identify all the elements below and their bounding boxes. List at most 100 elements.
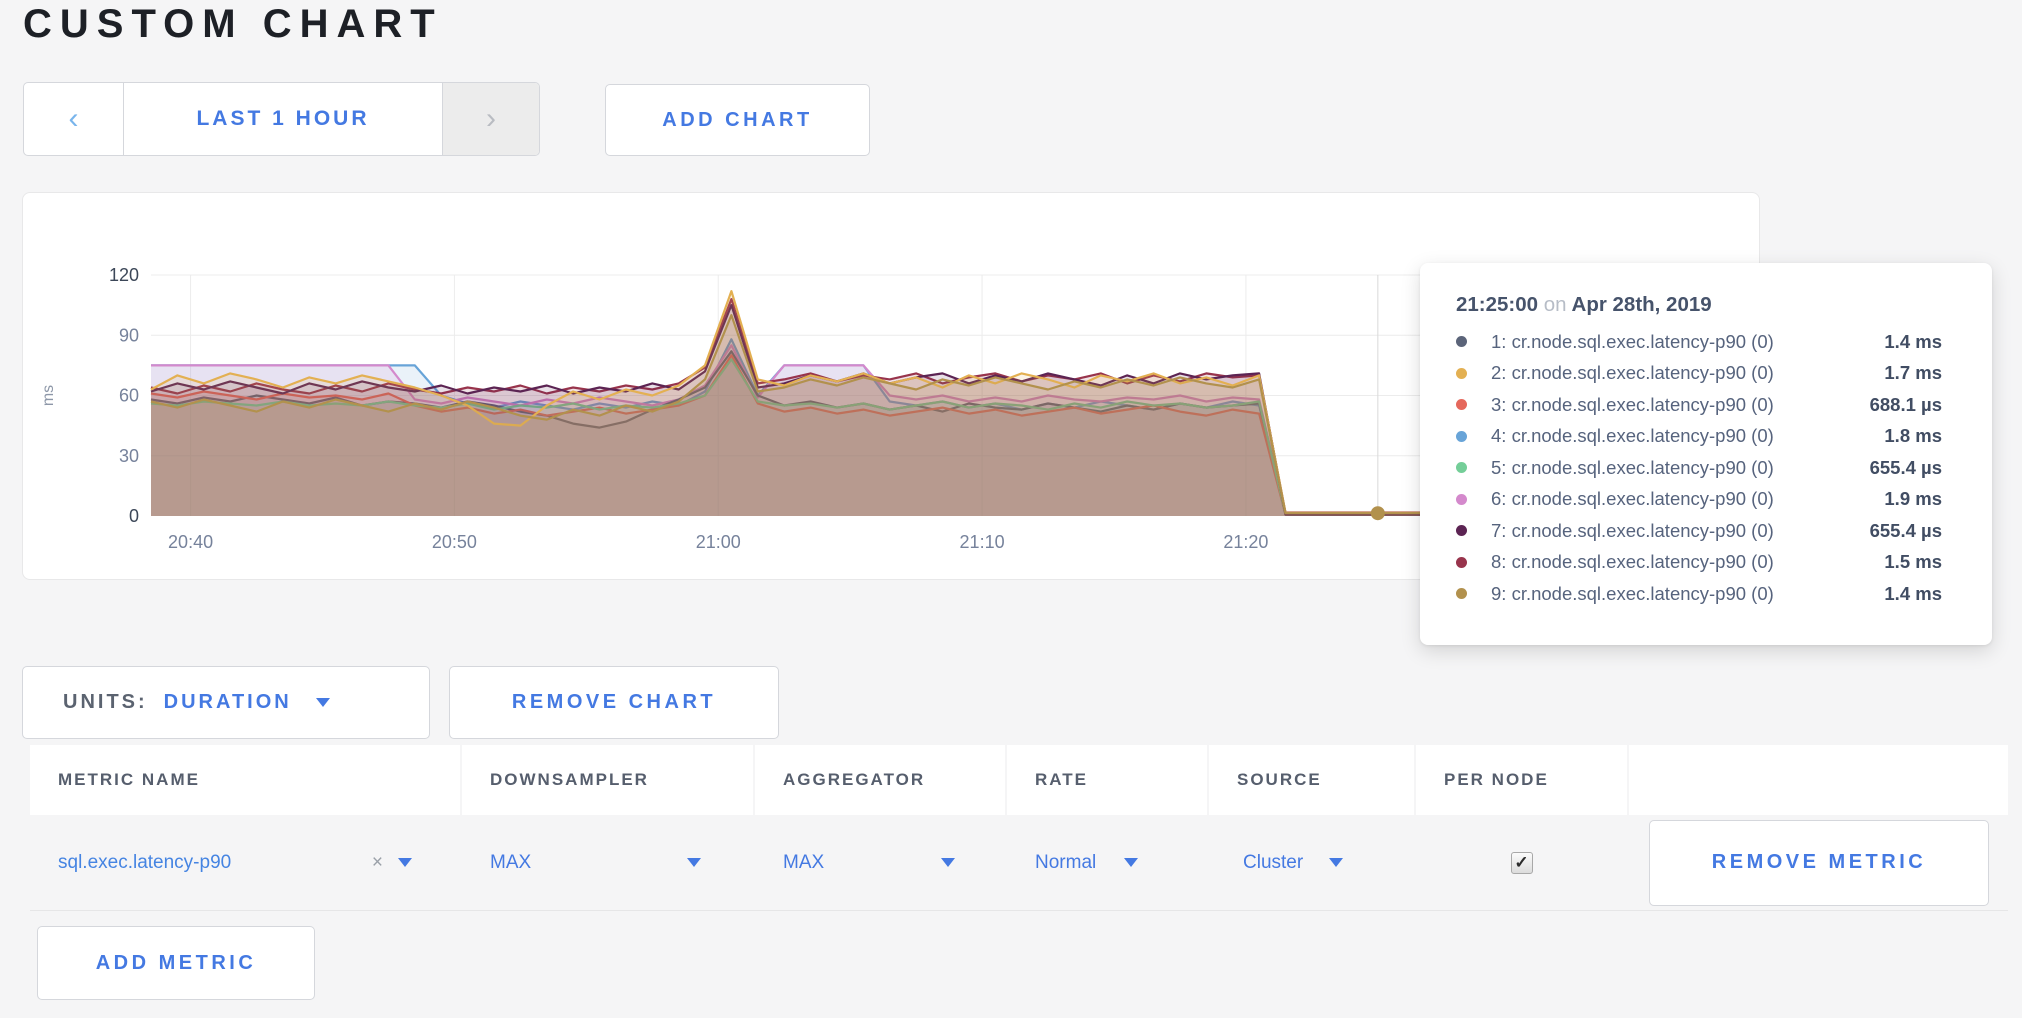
- chevron-down-icon[interactable]: [687, 858, 701, 867]
- x-axis-tick-label: 21:20: [1223, 532, 1268, 552]
- aggregator-select[interactable]: MAX: [783, 851, 825, 873]
- series-area: [151, 339, 1734, 516]
- metrics-table: METRIC NAME DOWNSAMPLER AGGREGATOR RATE SOUR…: [30, 745, 2008, 911]
- check-icon: ✓: [1514, 852, 1529, 872]
- series-color-dot: [1456, 336, 1467, 348]
- tooltip-row: 7: cr.node.sql.exec.latency-p90 (0) 655.4…: [1456, 515, 1942, 547]
- tooltip-row: 1: cr.node.sql.exec.latency-p90 (0) 1.4 m…: [1456, 326, 1942, 358]
- remove-chart-button[interactable]: REMOVE CHART: [449, 666, 779, 739]
- add-metric-button[interactable]: ADD METRIC: [37, 926, 315, 1000]
- time-range-next-button[interactable]: ›: [443, 83, 539, 155]
- units-dropdown[interactable]: UNITS: DURATION: [22, 666, 430, 739]
- y-axis-tick-label: 60: [119, 386, 139, 406]
- tooltip-series-label: 5: cr.node.sql.exec.latency-p90 (0): [1491, 456, 1774, 478]
- series-color-dot: [1456, 399, 1467, 411]
- x-axis-tick-label: 21:10: [960, 532, 1005, 552]
- chevron-down-icon[interactable]: [941, 858, 955, 867]
- tooltip-series-label: 3: cr.node.sql.exec.latency-p90 (0): [1491, 393, 1774, 415]
- tooltip-time: 21:25:00: [1456, 293, 1539, 316]
- chart-tooltip: 21:25:00 on Apr 28th, 2019 1: cr.node.sq…: [1420, 263, 1992, 645]
- add-chart-button[interactable]: ADD CHART: [605, 84, 870, 156]
- tooltip-series-value: 1.8 ms: [1884, 425, 1942, 447]
- series-area: [151, 305, 1734, 516]
- column-header: PER NODE: [1416, 745, 1627, 815]
- tooltip-series-value: 655.4 µs: [1869, 456, 1942, 478]
- series-area: [151, 299, 1734, 516]
- column-header: AGGREGATOR: [755, 745, 1005, 815]
- tooltip-row: 6: cr.node.sql.exec.latency-p90 (0) 1.9 m…: [1456, 484, 1942, 516]
- column-header: RATE: [1007, 745, 1207, 815]
- units-label: UNITS:: [63, 691, 148, 713]
- source-select[interactable]: Cluster: [1243, 851, 1304, 873]
- series-color-dot: [1456, 430, 1467, 442]
- series-color-dot: [1456, 588, 1467, 600]
- tooltip-series-value: 688.1 µs: [1869, 393, 1942, 415]
- time-range-selector: ‹ LAST 1 HOUR ›: [23, 82, 540, 156]
- tooltip-series-value: 1.5 ms: [1884, 551, 1942, 573]
- tooltip-series-label: 9: cr.node.sql.exec.latency-p90 (0): [1491, 582, 1774, 604]
- downsampler-select[interactable]: MAX: [490, 851, 532, 873]
- series-area: [151, 345, 1734, 516]
- tooltip-on-word: on: [1543, 293, 1567, 316]
- tooltip-header: 21:25:00 on Apr 28th, 2019: [1456, 293, 1942, 317]
- tooltip-row: 5: cr.node.sql.exec.latency-p90 (0) 655.4…: [1456, 452, 1942, 484]
- column-header: METRIC NAME: [30, 745, 460, 815]
- series-color-dot: [1456, 556, 1467, 568]
- hover-point-marker: [1370, 506, 1385, 521]
- column-header: SOURCE: [1209, 745, 1414, 815]
- series-area: [151, 315, 1734, 516]
- x-axis-tick-label: 20:40: [168, 532, 213, 552]
- series-area: [151, 355, 1734, 516]
- tooltip-series-value: 1.7 ms: [1884, 362, 1942, 384]
- tooltip-series-label: 6: cr.node.sql.exec.latency-p90 (0): [1491, 488, 1774, 510]
- tooltip-row: 4: cr.node.sql.exec.latency-p90 (0) 1.8 m…: [1456, 421, 1942, 453]
- tooltip-row: 2: cr.node.sql.exec.latency-p90 (0) 1.7 m…: [1456, 358, 1942, 390]
- rate-select[interactable]: Normal: [1035, 851, 1097, 873]
- tooltip-series-value: 1.9 ms: [1884, 488, 1942, 510]
- y-axis-tick-label: 90: [119, 325, 139, 345]
- chevron-down-icon[interactable]: [1329, 858, 1344, 867]
- y-axis-tick-label: 0: [129, 506, 139, 526]
- chevron-down-icon[interactable]: [398, 858, 412, 867]
- y-axis-unit-label: ms: [40, 385, 57, 406]
- close-icon[interactable]: ×: [371, 851, 383, 873]
- metric-name-value[interactable]: sql.exec.latency-p90: [58, 851, 232, 873]
- x-axis-tick-label: 21:00: [696, 532, 741, 552]
- tooltip-row: 9: cr.node.sql.exec.latency-p90 (0) 1.4 m…: [1456, 578, 1942, 610]
- tooltip-date: Apr 28th, 2019: [1571, 293, 1712, 316]
- tooltip-series-label: 7: cr.node.sql.exec.latency-p90 (0): [1491, 519, 1774, 541]
- column-header: [1629, 745, 2008, 815]
- tooltip-series-label: 4: cr.node.sql.exec.latency-p90 (0): [1491, 425, 1774, 447]
- tooltip-row: 8: cr.node.sql.exec.latency-p90 (0) 1.5 m…: [1456, 547, 1942, 579]
- tooltip-series-label: 1: cr.node.sql.exec.latency-p90 (0): [1491, 330, 1774, 352]
- tooltip-series-value: 1.4 ms: [1884, 330, 1942, 352]
- chevron-left-icon: ‹: [68, 102, 79, 135]
- column-header: DOWNSAMPLER: [462, 745, 753, 815]
- chevron-right-icon: ›: [486, 102, 496, 135]
- series-color-dot: [1456, 367, 1467, 379]
- series-area: [151, 351, 1734, 516]
- series-area: [151, 291, 1734, 516]
- time-range-prev-button[interactable]: ‹: [24, 83, 123, 155]
- tooltip-rows: 1: cr.node.sql.exec.latency-p90 (0) 1.4 m…: [1456, 326, 1942, 610]
- per-node-checkbox[interactable]: ✓: [1510, 851, 1533, 874]
- chevron-down-icon: [315, 698, 330, 707]
- y-axis-tick-label: 30: [119, 446, 139, 466]
- metric-row: sql.exec.latency-p90 × MAX MAX Normal Cl…: [30, 815, 2008, 911]
- series-color-dot: [1456, 525, 1467, 537]
- x-axis-tick-label: 20:50: [432, 532, 477, 552]
- series-color-dot: [1456, 462, 1467, 474]
- tooltip-row: 3: cr.node.sql.exec.latency-p90 (0) 688.1…: [1456, 389, 1942, 421]
- tooltip-series-label: 8: cr.node.sql.exec.latency-p90 (0): [1491, 551, 1774, 573]
- page-title: CUSTOM CHART: [23, 2, 443, 46]
- tooltip-series-value: 1.4 ms: [1884, 582, 1942, 604]
- y-axis-tick-label: 120: [109, 265, 139, 285]
- remove-metric-button[interactable]: REMOVE METRIC: [1649, 819, 1989, 906]
- series-color-dot: [1456, 493, 1467, 505]
- time-range-label[interactable]: LAST 1 HOUR: [123, 83, 443, 155]
- chevron-down-icon[interactable]: [1124, 858, 1139, 867]
- metrics-table-header: METRIC NAME DOWNSAMPLER AGGREGATOR RATE SOUR…: [30, 745, 2008, 815]
- latency-chart-svg[interactable]: 0 30 60 90 120 20:40 20:50 21:00 21:10 21:20 ms: [23, 193, 1761, 581]
- series-area: [151, 359, 1734, 516]
